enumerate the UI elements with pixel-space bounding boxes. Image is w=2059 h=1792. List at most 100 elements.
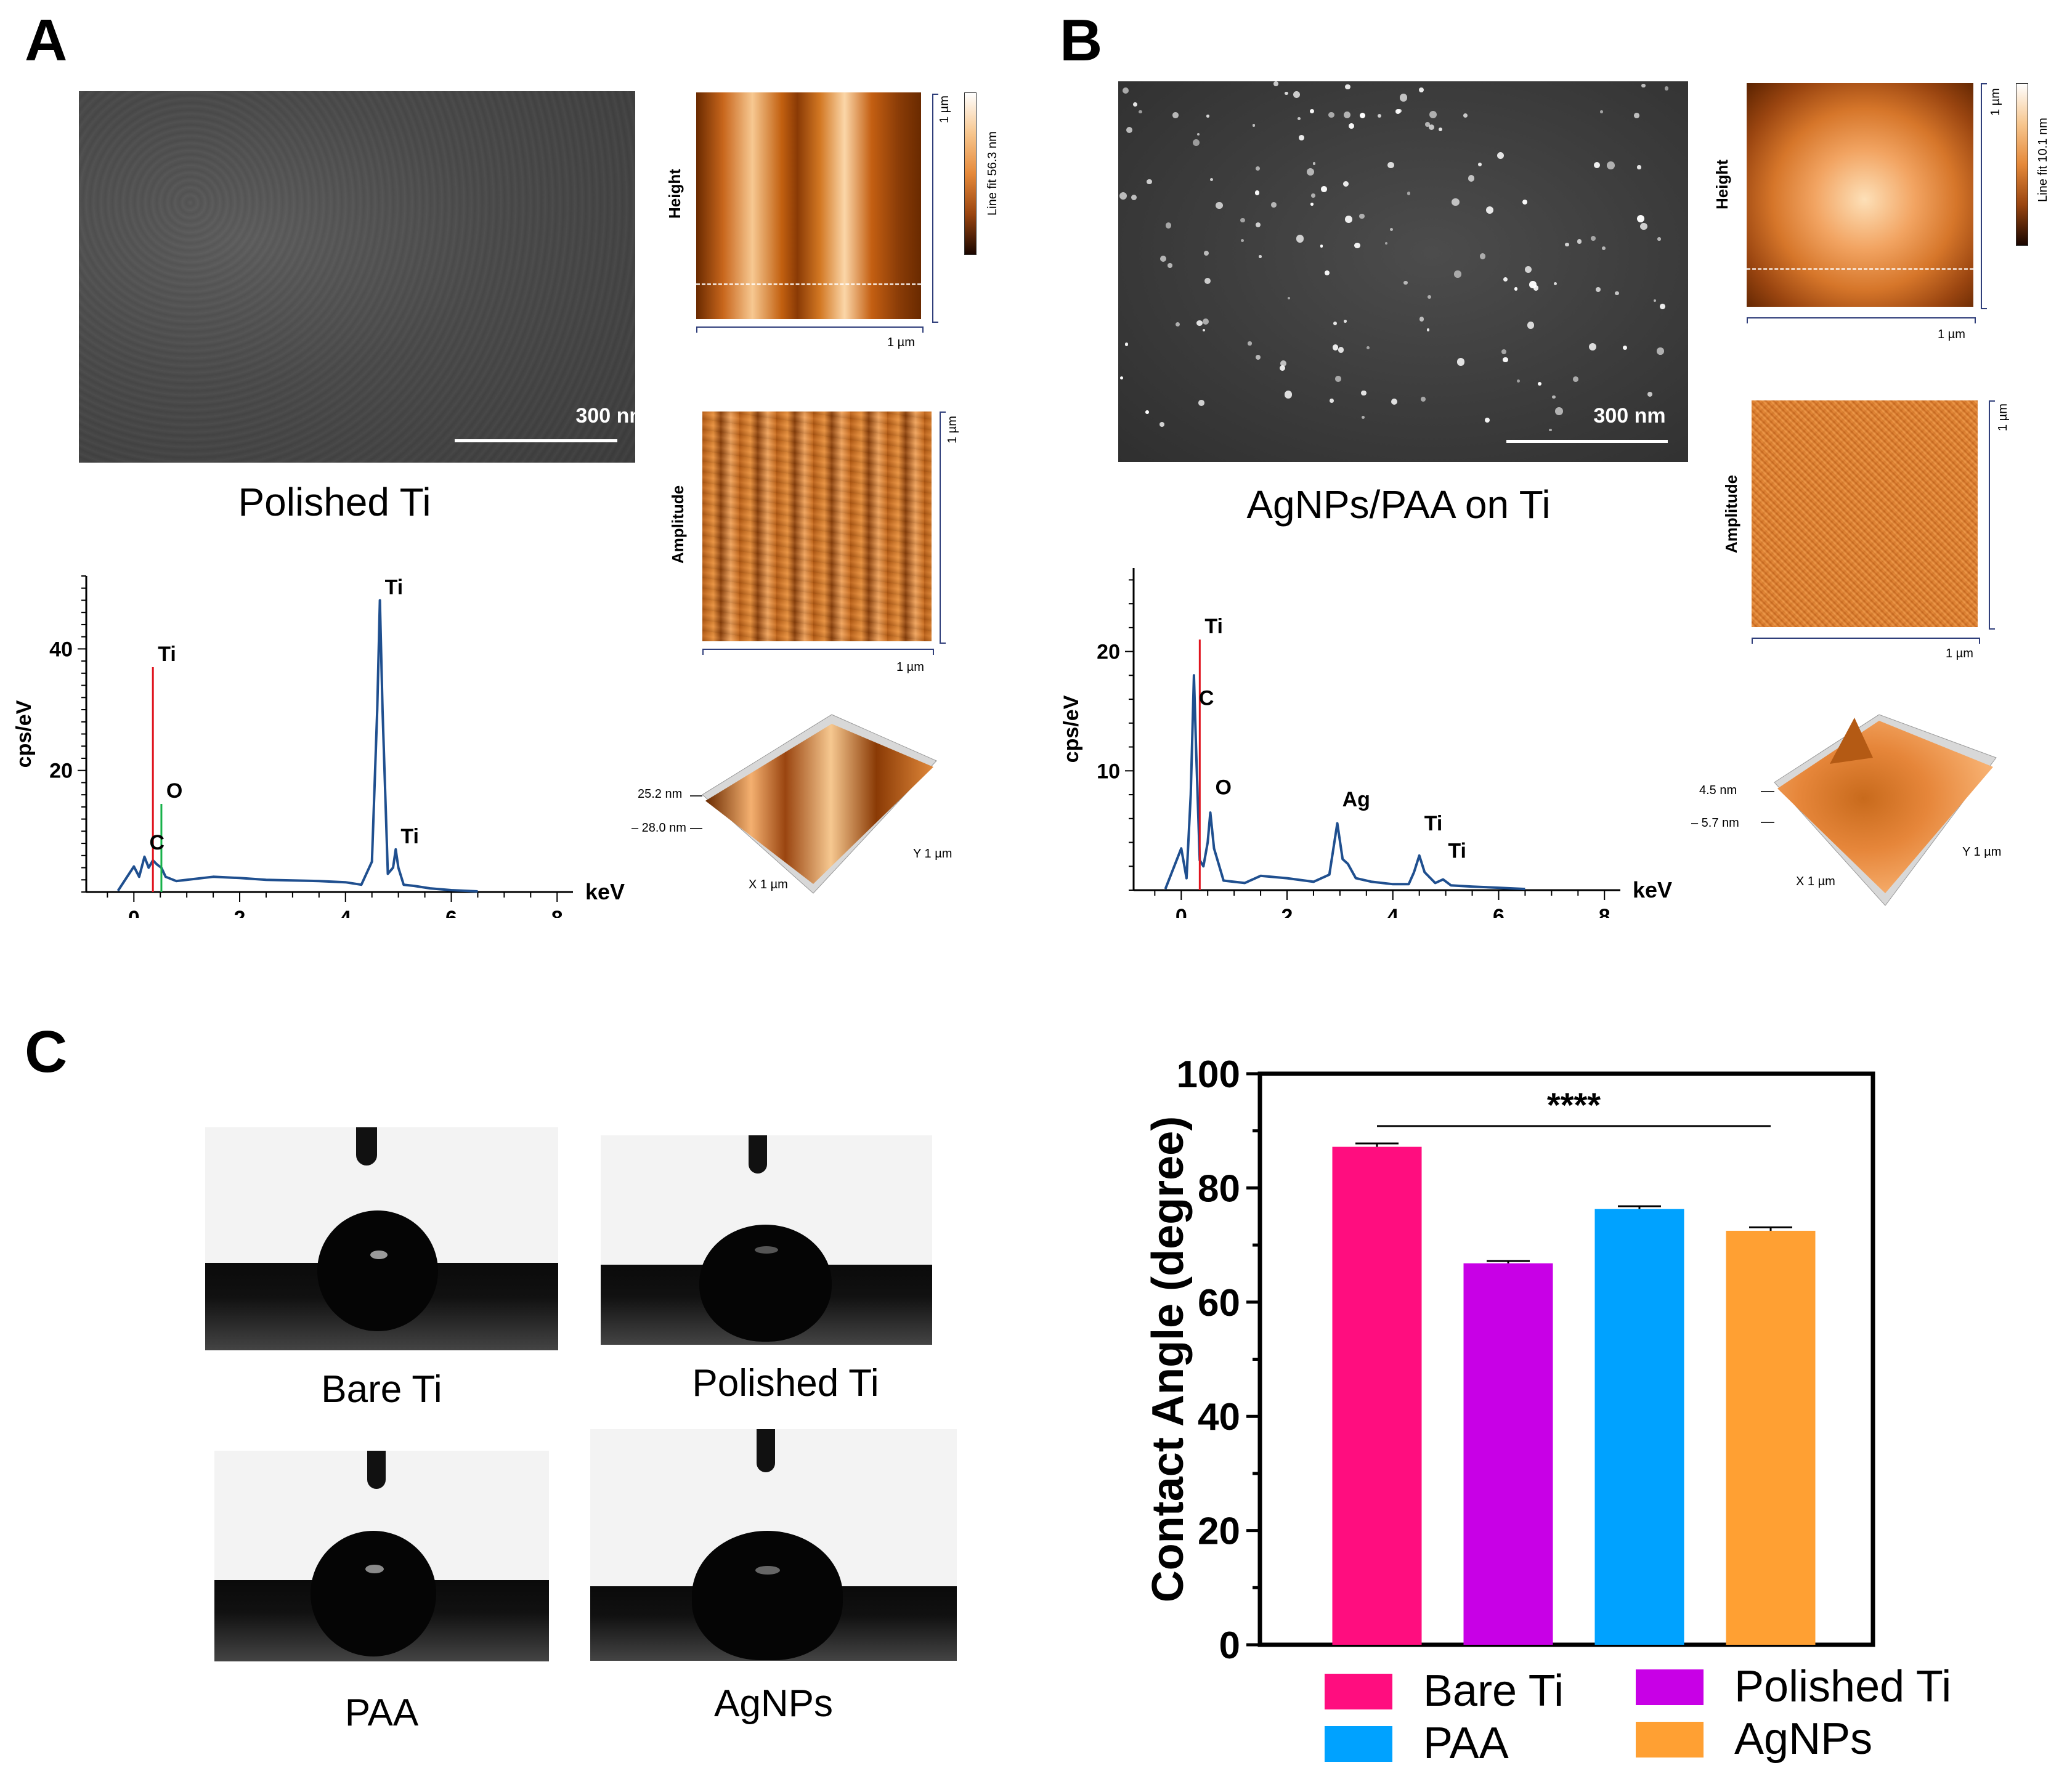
nanoparticle-dot: [1312, 161, 1316, 165]
afm-height-x-axis-a: [696, 326, 924, 333]
sem-scale-bar: [455, 439, 617, 442]
eds-x-axis-label: keV: [1633, 877, 1672, 902]
nanoparticle-dot: [1255, 166, 1260, 171]
nanoparticle-dot: [1485, 418, 1490, 423]
nanoparticle-dot: [1342, 180, 1349, 187]
nanoparticle-dot: [1119, 376, 1124, 380]
afm-amplitude-image-b: [1752, 400, 1978, 627]
sem-image-polished-ti: 300 nm: [79, 91, 635, 463]
nanoparticle-dot: [1477, 163, 1482, 167]
afm-height-image-a: [696, 92, 921, 319]
nanoparticle-dot: [1328, 111, 1334, 118]
nanoparticle-dot: [1204, 250, 1209, 256]
bar-polished-ti: [1463, 1263, 1553, 1645]
nanoparticle-dot: [1657, 237, 1661, 241]
nanoparticle-dot: [1172, 112, 1179, 118]
nanoparticle-dot: [1139, 110, 1142, 114]
nanoparticle-dot: [1529, 281, 1537, 288]
eds-peak-label: Ti: [1448, 839, 1466, 862]
nanoparticle-dot: [1309, 109, 1315, 114]
eds-peak-label: C: [149, 831, 164, 854]
nanoparticle-dot: [1343, 111, 1351, 119]
nanoparticle-dot: [1176, 322, 1180, 326]
afm-3d-surface-a: [690, 714, 937, 894]
bar-bare-ti: [1332, 1146, 1422, 1645]
afm-3d-x-axis-a: X 1 µm: [749, 878, 788, 891]
afm-amplitude-y-axis-a: [940, 412, 946, 644]
afm-amplitude-y-scale-a: 1 µm: [946, 416, 959, 444]
eds-x-tick-label: 0: [128, 907, 140, 918]
nanoparticle-dot: [1145, 410, 1150, 414]
sem-scale-label: 300 nm: [575, 404, 635, 428]
bar-y-tick-label: 40: [1198, 1396, 1240, 1438]
afm-3d-y-axis-a: Y 1 µm: [913, 847, 952, 861]
nanoparticle-dot: [1310, 203, 1314, 206]
nanoparticle-dot: [1259, 255, 1262, 258]
afm-amplitude-label-b: Amplitude: [1722, 474, 1740, 553]
eds-peak-label: Ti: [400, 825, 419, 848]
nanoparticle-dot: [1595, 287, 1601, 293]
nanoparticle-dot: [1438, 127, 1443, 132]
nanoparticle-dot: [1320, 245, 1323, 248]
contact-angle-bar-chart: 0 20 40 60 80 100 Contact Angle (degree) **** Ba…: [1143, 1053, 1951, 1768]
afm-height-x-scale-b: 1 µm: [1938, 328, 1965, 341]
eds-x-axis-label: keV: [585, 879, 625, 904]
nanoparticle-dot: [1284, 391, 1293, 399]
nanoparticle-dot: [1256, 355, 1261, 360]
eds-x-tick-label: 0: [1176, 905, 1187, 918]
nanoparticle-dot: [1332, 344, 1339, 351]
bar-y-tick-label: 100: [1177, 1053, 1240, 1096]
nanoparticle-dot: [1516, 379, 1520, 383]
afm-3d-zhigh-b: 4.5 nm: [1699, 784, 1737, 797]
afm-3d-y-axis-b: Y 1 µm: [1962, 845, 2002, 859]
nanoparticle-dot: [1366, 346, 1370, 350]
nanoparticle-dot: [1577, 239, 1582, 245]
nanoparticle-dot: [1206, 114, 1209, 118]
eds-peak-label: O: [166, 779, 182, 803]
eds-y-axis-label: cps/eV: [12, 700, 36, 768]
nanoparticle-dot: [1255, 222, 1261, 227]
eds-x-tick-label: 8: [551, 907, 563, 918]
legend-swatch: [1325, 1674, 1392, 1709]
eds-x-tick-label: 2: [234, 907, 246, 918]
nanoparticle-dot: [1640, 222, 1647, 230]
eds-peak-label: Ti: [385, 575, 404, 599]
eds-y-tick-label: 20: [49, 760, 73, 783]
droplet-label-bare-ti: Bare Ti: [321, 1368, 442, 1411]
bar-paa: [1594, 1209, 1684, 1645]
nanoparticle-dot: [1345, 84, 1350, 90]
nanoparticle-dot: [1657, 347, 1664, 355]
nanoparticle-dot: [1254, 190, 1260, 195]
nanoparticle-dot: [1384, 241, 1387, 245]
nanoparticle-dot: [1240, 217, 1245, 223]
sem-caption-b: AgNPs/PAA on Ti: [1246, 482, 1551, 527]
afm-height-label-a: Height: [665, 169, 684, 219]
nanoparticle-dot: [1641, 83, 1646, 88]
droplet-label-polished-ti: Polished Ti: [692, 1362, 879, 1405]
nanoparticle-dot: [1522, 200, 1528, 205]
legend-label: PAA: [1423, 1719, 1509, 1768]
nanoparticle-dot: [1359, 112, 1365, 119]
sem-scale-label-b: 300 nm: [1593, 404, 1666, 428]
eds-peak-label: O: [1216, 776, 1232, 800]
eds-x-tick-label: 6: [445, 907, 457, 918]
afm-amplitude-y-scale-b: 1 µm: [1996, 403, 2010, 431]
nanoparticle-dot: [1600, 110, 1604, 113]
nanoparticle-dot: [1497, 152, 1505, 159]
afm-colorbar-a: [964, 92, 977, 255]
afm-height-x-axis-b: [1747, 317, 1976, 323]
bar-y-tick-label: 0: [1219, 1624, 1240, 1667]
nanoparticle-dot: [1387, 161, 1394, 169]
nanoparticle-dot: [1501, 349, 1507, 355]
nanoparticle-dot: [1361, 390, 1367, 396]
nanoparticle-dot: [1299, 135, 1305, 141]
afm-colorbar-label-b: Line fit 10.1 nm: [2036, 118, 2050, 202]
nanoparticle-dot: [1288, 296, 1291, 300]
nanoparticle-dot: [1660, 304, 1665, 309]
nanoparticle-dot: [1349, 123, 1355, 129]
afm-amplitude-x-axis-a: [702, 649, 934, 655]
nanoparticle-dot: [1527, 322, 1535, 329]
nanoparticle-dot: [1485, 206, 1493, 214]
afm-amplitude-x-scale-a: 1 µm: [896, 660, 924, 674]
nanoparticle-dot: [1119, 192, 1127, 200]
